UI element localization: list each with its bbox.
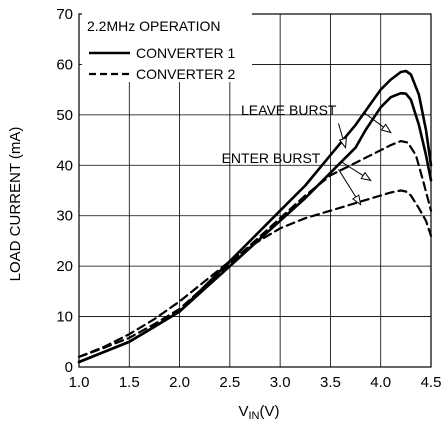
- series-lines: [77, 69, 433, 364]
- annotation-arrow-leave-burst-2: [337, 123, 344, 140]
- annotation-arrowhead-leave-burst-1: [380, 123, 392, 134]
- annotation-arrow-enter-burst-2: [338, 169, 357, 198]
- x-tick-label: 3.5: [320, 374, 341, 391]
- grid: [78, 13, 432, 368]
- x-axis-label: VIN(V): [238, 403, 279, 422]
- x-axis-label-main: V: [238, 403, 248, 420]
- x-tick-label: 4.5: [421, 374, 442, 391]
- y-tick-label: 30: [56, 208, 73, 225]
- y-tick-label: 70: [56, 6, 73, 23]
- annotation-arrow-enter-burst-1: [340, 160, 364, 177]
- y-tick-label: 0: [65, 359, 73, 376]
- series-line-converter-2-curve-1: [77, 140, 433, 358]
- annotation-enter-burst: ENTER BURST: [222, 150, 321, 166]
- plot-frame: [78, 13, 432, 368]
- y-tick-label: 50: [56, 107, 73, 124]
- x-tick-label: 1.5: [119, 374, 140, 391]
- x-tick-label: 1.0: [69, 374, 90, 391]
- y-tick-label: 60: [56, 56, 73, 73]
- y-axis-label: LOAD CURRENT (mA): [7, 127, 24, 282]
- x-tick-label: 3.0: [270, 374, 291, 391]
- tick-labels: 1.0 1.5 2.0 2.5 3.0 3.5 4.0 4.5 0 10 20 30 40 50 60 70: [56, 6, 441, 391]
- annotation-leave-burst: LEAVE BURST: [241, 102, 337, 118]
- x-axis-label-subscript: IN: [249, 410, 260, 422]
- legend: 2.2MHz OPERATION CONVERTER 1 CONVERTER 2: [82, 12, 252, 82]
- legend-background: [82, 12, 252, 82]
- x-tick-label: 2.0: [169, 374, 190, 391]
- annotation-arrowhead-enter-burst-1: [360, 171, 372, 182]
- x-axis-label-unit: (V): [260, 403, 280, 420]
- annotation-arrowhead-enter-burst-2: [351, 194, 362, 206]
- y-tick-label: 20: [56, 258, 73, 275]
- legend-title: 2.2MHz OPERATION: [87, 18, 221, 34]
- series-line-converter-1-curve-2: [77, 91, 433, 364]
- legend-label-converter-2: CONVERTER 2: [136, 66, 236, 82]
- legend-label-converter-1: CONVERTER 1: [136, 45, 236, 61]
- annotation-arrowhead-leave-burst-2: [338, 137, 347, 149]
- y-tick-label: 40: [56, 157, 73, 174]
- annotations: LEAVE BURST ENTER BURST: [222, 102, 392, 206]
- x-tick-label: 2.5: [219, 374, 240, 391]
- y-tick-label: 10: [56, 309, 73, 326]
- x-tick-label: 4.0: [370, 374, 391, 391]
- series-line-converter-2-curve-2: [77, 189, 433, 358]
- annotation-arrow-leave-burst-1: [363, 111, 384, 128]
